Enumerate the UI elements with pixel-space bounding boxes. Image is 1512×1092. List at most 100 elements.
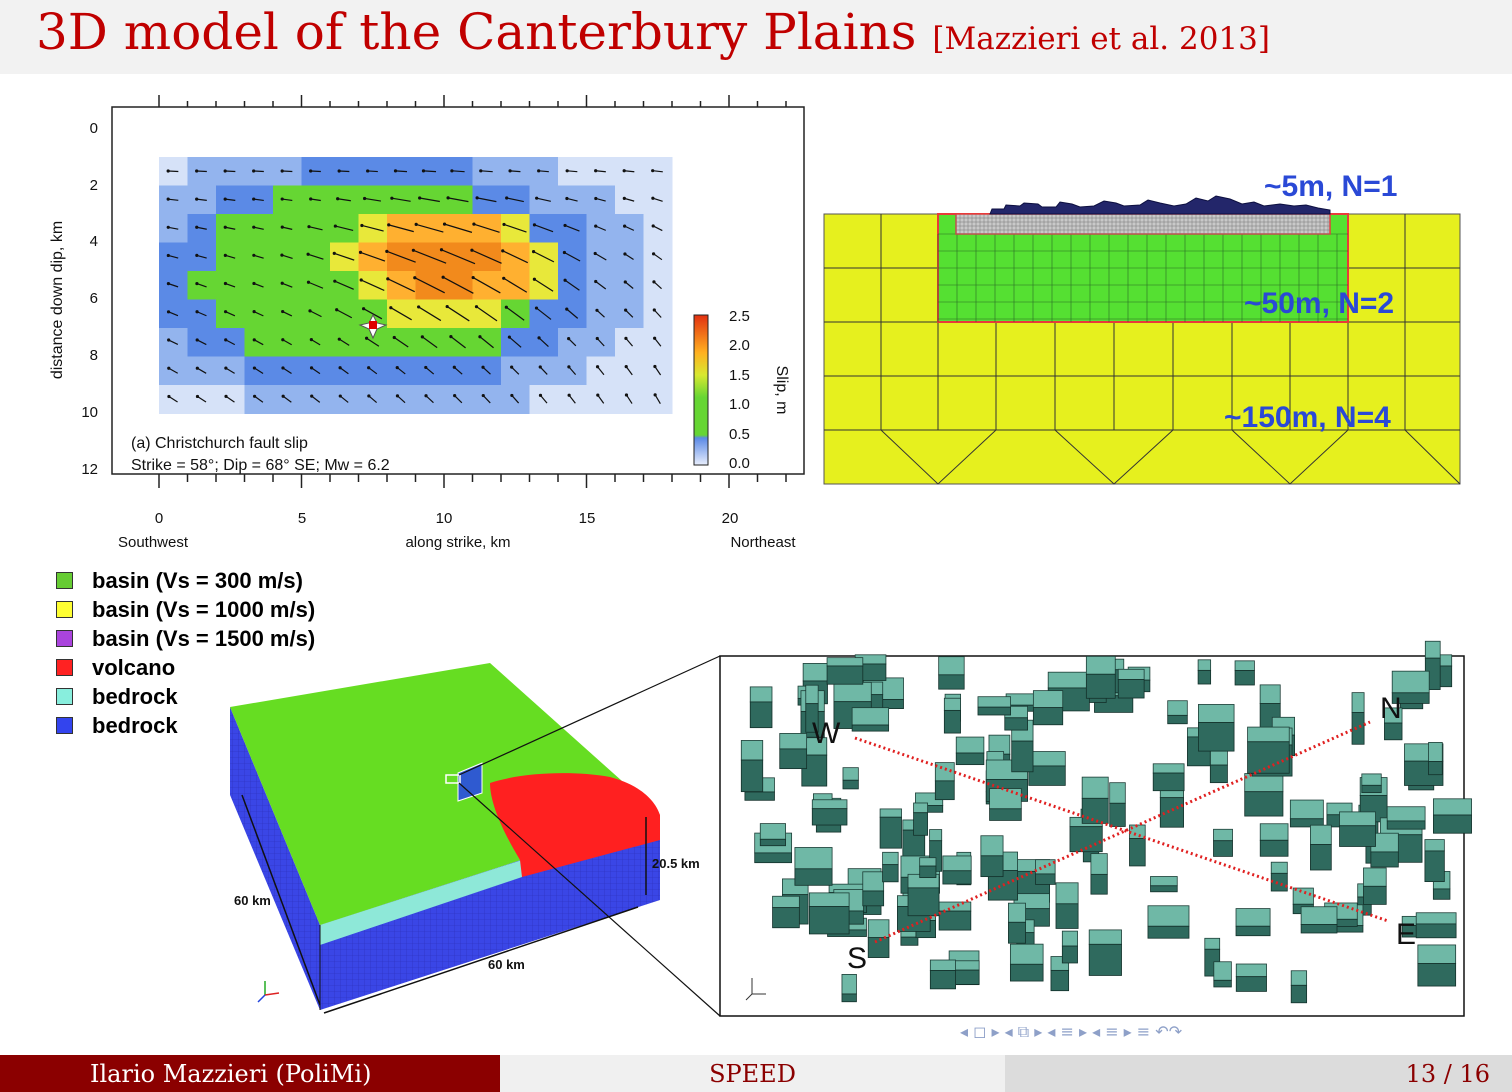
slip-arrow <box>311 339 321 346</box>
colorbar-tick: 2.0 <box>729 337 750 354</box>
slip-arrow <box>168 339 179 346</box>
slip-arrow <box>311 395 321 403</box>
slip-arrow <box>625 309 634 318</box>
slip-arrow-head <box>652 308 656 312</box>
slip-arrow-head <box>595 308 599 312</box>
building-side <box>1351 712 1365 745</box>
building-roof <box>1289 799 1324 820</box>
building-roof <box>943 697 961 711</box>
slip-arrow <box>253 339 264 346</box>
slip-arrow <box>339 170 350 173</box>
slip-arrow <box>480 170 493 173</box>
slip-arrow-head <box>195 197 199 201</box>
slip-arrow-head <box>360 223 364 228</box>
building-roof <box>1428 742 1443 762</box>
slip-arrow-head <box>652 280 656 284</box>
y-tick: 0 <box>90 120 98 137</box>
building-side <box>1159 797 1184 828</box>
slip-arrow <box>168 283 179 288</box>
footer-talk: SPEED <box>500 1055 1005 1092</box>
slip-arrow <box>624 170 635 173</box>
building-roof <box>977 696 1011 708</box>
slip-arrow-head <box>252 253 256 257</box>
slip-arrow-head <box>223 310 228 314</box>
building-roof <box>1361 773 1382 786</box>
slip-arrow-head <box>336 197 340 201</box>
legend-swatch <box>56 688 73 705</box>
building-roof <box>1415 912 1457 925</box>
x-axis-label: along strike, km <box>405 534 510 551</box>
slip-arrow-head <box>195 310 199 314</box>
slip-arrow-head <box>538 393 543 397</box>
y-tick: 12 <box>81 461 98 478</box>
slip-arrow-head <box>365 336 369 340</box>
building-roof <box>805 684 819 705</box>
slip-arrow-head <box>167 338 171 342</box>
slip-arrow <box>472 277 501 294</box>
building-side <box>1417 963 1457 987</box>
slip-arrow-head <box>306 252 310 256</box>
slip-arrow <box>564 251 581 262</box>
slip-arrow-head <box>362 307 366 311</box>
slip-arrow-head <box>224 366 228 370</box>
building-roof <box>934 762 955 782</box>
slip-arrow-head <box>307 225 311 229</box>
slip-arrow-head <box>653 393 657 397</box>
legend-label: basin (Vs = 300 m/s) <box>92 567 303 593</box>
colorbar-tick: 2.5 <box>729 308 750 325</box>
slip-arrow <box>364 197 382 202</box>
slip-arrow-head <box>594 169 598 173</box>
building-roof <box>1167 700 1188 716</box>
fault-caption-1: (a) Christchurch fault slip <box>131 435 308 452</box>
building-roof <box>1310 824 1332 845</box>
slip-arrow <box>625 337 634 347</box>
building-side <box>1361 784 1382 794</box>
slip-arrow-head <box>223 225 227 229</box>
building-roof <box>1432 798 1472 816</box>
slip-arrow <box>624 281 634 289</box>
building-side <box>900 936 919 946</box>
building-side <box>1290 984 1308 1004</box>
slip-arrow-head <box>310 394 314 398</box>
legend-label: bedrock <box>92 683 178 709</box>
building-blocks <box>740 640 1472 1004</box>
slip-arrow <box>595 170 606 173</box>
slip-arrow <box>654 337 662 347</box>
slip-arrow <box>568 394 576 404</box>
slip-arrow <box>447 197 469 203</box>
direction-e: E <box>1396 918 1416 951</box>
building-roof <box>826 657 864 667</box>
building-side <box>1391 692 1430 704</box>
x-tick: 15 <box>579 510 596 527</box>
footer-author: Ilario Mazzieri (PoliMi) <box>0 1055 500 1092</box>
volcano-area <box>490 773 660 877</box>
building-side <box>989 808 1022 821</box>
building-side <box>879 816 902 849</box>
building-side <box>980 855 1004 878</box>
slip-arrow-head <box>166 225 170 229</box>
building-side <box>938 910 972 931</box>
slip-arrow-head <box>281 366 285 370</box>
slip-arrow <box>479 336 494 349</box>
slip-arrow-head <box>333 224 337 228</box>
colorbar-tick: 1.5 <box>729 367 750 384</box>
building-roof <box>1090 853 1108 875</box>
slip-arrow-head <box>386 277 390 281</box>
slip-arrow <box>511 366 520 375</box>
building-side <box>1235 925 1271 937</box>
slip-arrow <box>625 366 633 376</box>
beamer-navigation[interactable]: ◂ ◻ ▸ ◂ ⧉ ▸ ◂ ≡ ▸ ◂ ≡ ▸ ≡ ↶↷ <box>960 1022 1183 1041</box>
slip-arrow <box>367 170 378 173</box>
building-roof <box>1009 943 1044 965</box>
slip-arrow <box>254 367 264 374</box>
slip-arrow <box>253 311 264 317</box>
x-tick: 0 <box>155 510 163 527</box>
slip-arrow-head <box>280 253 284 257</box>
building-side <box>740 759 764 793</box>
slip-arrow <box>473 223 500 233</box>
slip-arrow-head <box>224 394 228 398</box>
building-roof <box>919 857 937 867</box>
slip-arrow-head <box>195 338 199 342</box>
slip-arrow <box>597 394 605 404</box>
slip-arrow-head <box>309 197 313 201</box>
